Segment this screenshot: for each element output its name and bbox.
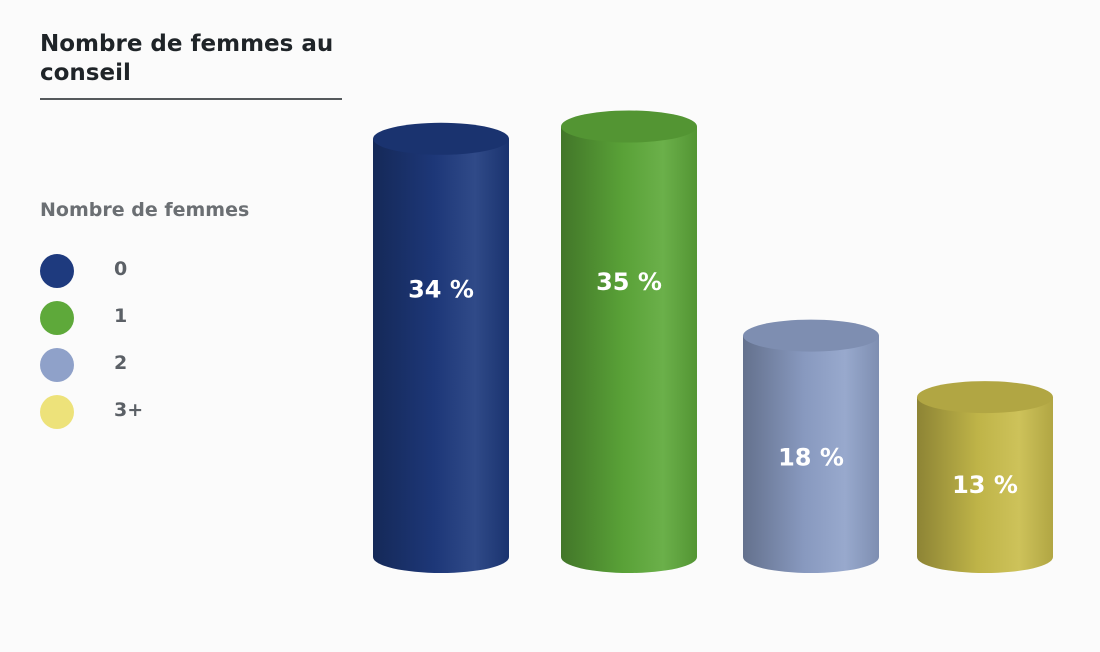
bar-body-2 (743, 335, 879, 573)
bar-0: 34 % (373, 122, 509, 574)
legend-swatch-2 (40, 348, 74, 382)
bar-value-label-1: 35 % (596, 268, 662, 296)
bar-top-0 (373, 122, 509, 155)
bar-value-label-2: 18 % (778, 443, 844, 471)
bar-2: 18 % (743, 319, 879, 573)
legend-swatch-0 (40, 254, 74, 288)
bar-top-2 (743, 319, 879, 352)
legend-label-3: 3+ (114, 399, 144, 421)
title-underline (40, 98, 342, 100)
bar-value-label-0: 34 % (408, 276, 474, 304)
legend-swatch-1 (40, 301, 74, 335)
bar-body-0 (373, 138, 509, 574)
bar-top-1 (561, 110, 697, 143)
legend-label-1: 1 (114, 305, 128, 327)
bar-value-label-3+: 13 % (952, 471, 1018, 499)
bar-top-3+ (917, 381, 1053, 414)
bar-body-3+ (917, 397, 1053, 573)
bar-1: 35 % (561, 110, 697, 573)
legend-swatch-3 (40, 395, 74, 429)
bars-layer: 34 % 35 % 18 % 13 % (373, 110, 1053, 574)
chart-title: Nombre de femmes au conseil (40, 31, 334, 86)
legend-label-0: 0 (114, 258, 128, 280)
legend-title: Nombre de femmes (40, 199, 250, 221)
bar-3+: 13 % (917, 381, 1053, 573)
legend-label-2: 2 (114, 352, 128, 374)
bar-body-1 (561, 126, 697, 573)
